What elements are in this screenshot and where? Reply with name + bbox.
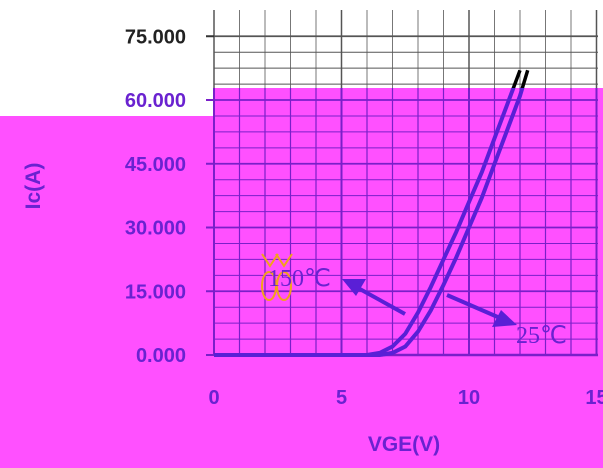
annotation-150c: 150℃ [268, 266, 331, 292]
x-tick-label: 10 [458, 387, 480, 409]
plot-background [0, 88, 603, 468]
x-tick-label: 5 [336, 387, 347, 409]
x-axis-title: VGE(V) [368, 433, 440, 456]
annotation-25c: 25℃ [516, 323, 567, 349]
upper-background [0, 0, 603, 88]
grid [206, 10, 598, 357]
arrow-25c [446, 293, 517, 327]
tick-labels: 0.000 15.000 30.000 45.000 60.000 75.000 0 5 10 1… [125, 26, 603, 409]
series-line-1 [214, 88, 525, 357]
y-tick-label: 15.000 [125, 281, 186, 303]
y-tick-label: 0.000 [136, 345, 186, 367]
y-tick-label: 75.000 [125, 26, 186, 48]
marker-icon [261, 253, 293, 301]
y-tick-label: 45.000 [125, 154, 186, 176]
curves [214, 69, 530, 357]
y-tick-label: 30.000 [125, 218, 186, 240]
background-corner [0, 88, 215, 116]
y-axis-title: Ic(A) [22, 163, 45, 210]
y-tick-label: 60.000 [125, 90, 186, 112]
x-tick-label: 0 [208, 387, 219, 409]
x-tick-label: 15 [585, 387, 603, 409]
arrow-150c [342, 279, 406, 316]
